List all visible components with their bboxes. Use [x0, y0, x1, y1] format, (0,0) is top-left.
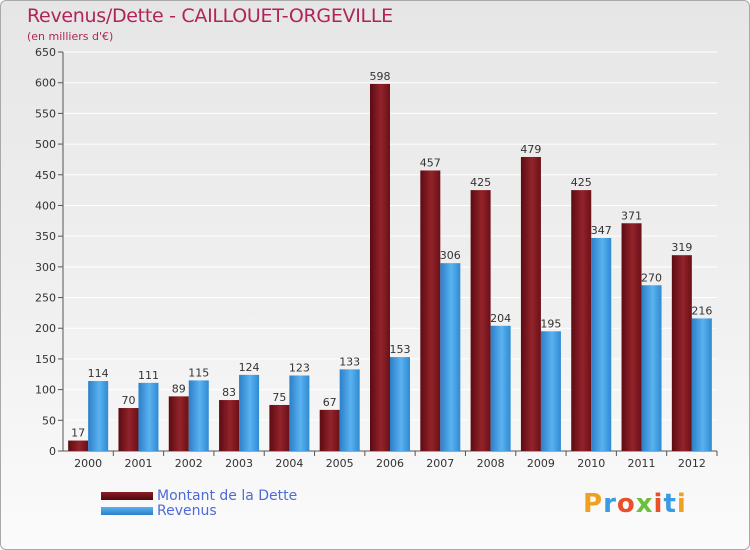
data-label-debt: 89: [172, 382, 186, 395]
data-label-debt: 75: [272, 391, 286, 404]
y-tick-label: 650: [35, 46, 56, 59]
x-tick-label: 2009: [527, 457, 555, 470]
y-tick-label: 50: [42, 414, 56, 427]
data-label-revenus: 111: [138, 369, 159, 382]
bar-revenus-2009: [540, 331, 561, 451]
data-label-debt: 425: [571, 176, 592, 189]
data-label-debt: 425: [470, 176, 491, 189]
data-label-revenus: 204: [490, 312, 511, 325]
x-tick-label: 2003: [225, 457, 253, 470]
y-tick-label: 600: [35, 77, 56, 90]
logo-letter: i: [676, 489, 687, 519]
y-tick-label: 300: [35, 261, 56, 274]
data-label-revenus: 114: [88, 367, 109, 380]
data-label-debt: 70: [121, 394, 135, 407]
bar-debt-2008: [470, 190, 491, 451]
bar-debt-2006: [370, 83, 390, 452]
bar-debt-2007: [420, 170, 441, 452]
y-tick-label: 0: [49, 445, 56, 458]
bar-debt-2000: [68, 440, 89, 451]
x-tick-label: 2012: [678, 457, 706, 470]
data-label-revenus: 270: [641, 271, 662, 284]
bar-revenus-2004: [289, 375, 310, 451]
x-tick-label: 2011: [628, 457, 656, 470]
bar-debt-2004: [269, 404, 290, 451]
bar-revenus-2002: [188, 380, 209, 451]
bar-revenus-2010: [591, 237, 612, 451]
x-tick-label: 2006: [376, 457, 404, 470]
data-label-debt: 83: [222, 386, 236, 399]
data-label-debt: 479: [520, 143, 541, 156]
logo-letter: x: [635, 489, 654, 519]
data-label-revenus: 124: [239, 361, 260, 374]
legend-swatch-revenus: [101, 507, 153, 515]
bar-debt-2010: [571, 190, 592, 451]
x-tick-label: 2008: [477, 457, 505, 470]
data-label-debt: 457: [420, 156, 441, 169]
bar-debt-2005: [319, 409, 340, 451]
y-tick-label: 450: [35, 169, 56, 182]
bar-revenus-2006: [390, 357, 410, 451]
logo-letter: t: [663, 489, 677, 519]
bar-revenus-2000: [88, 381, 109, 451]
bar-debt-2011: [621, 223, 642, 451]
chart-subtitle: (en milliers d'€): [27, 30, 114, 43]
x-tick-label: 2010: [577, 457, 605, 470]
labels-layer: 0 50 100 150 200 250 300 350 400 450 500 550 600 650 2…: [35, 46, 712, 470]
data-label-revenus: 306: [440, 249, 461, 262]
legend-label-revenus: Revenus: [157, 503, 217, 519]
legend-item-debt: Montant de la Dette: [101, 488, 297, 504]
y-tick-label: 400: [35, 199, 56, 212]
chart-title: Revenus/Dette - CAILLOUET-ORGEVILLE: [27, 5, 393, 27]
logo-letter: o: [616, 489, 636, 519]
proxiti-logo: Proxiti: [583, 489, 687, 519]
bar-debt-2009: [520, 156, 541, 451]
x-tick-label: 2007: [426, 457, 454, 470]
data-label-debt: 17: [71, 427, 85, 440]
data-label-revenus: 216: [691, 304, 712, 317]
bar-revenus-2008: [490, 325, 511, 451]
x-tick-label: 2000: [74, 457, 102, 470]
logo-letter: P: [583, 489, 604, 519]
x-tick-label: 2002: [175, 457, 203, 470]
logo-letter: r: [603, 489, 617, 519]
bar-revenus-2003: [239, 374, 260, 451]
data-label-revenus: 153: [390, 343, 411, 356]
data-label-debt: 371: [621, 209, 642, 222]
y-tick-label: 500: [35, 138, 56, 151]
y-tick-label: 100: [35, 384, 56, 397]
bars-layer: [68, 83, 712, 452]
y-tick-label: 150: [35, 353, 56, 366]
bar-revenus-2007: [440, 263, 461, 451]
bar-revenus-2001: [138, 382, 159, 451]
x-tick-label: 2005: [326, 457, 354, 470]
y-tick-label: 200: [35, 322, 56, 335]
bar-revenus-2011: [641, 285, 662, 451]
data-label-revenus: 347: [591, 224, 612, 237]
y-tick-label: 250: [35, 292, 56, 305]
x-tick-label: 2001: [124, 457, 152, 470]
logo-letter: i: [653, 489, 664, 519]
bar-debt-2001: [118, 408, 139, 451]
bar-debt-2002: [168, 396, 189, 451]
bar-revenus-2012: [691, 318, 712, 451]
data-label-revenus: 123: [289, 361, 310, 374]
data-label-debt: 319: [671, 241, 692, 254]
bar-revenus-2005: [339, 369, 360, 451]
bar-debt-2012: [671, 255, 692, 451]
y-tick-label: 350: [35, 230, 56, 243]
data-label-revenus: 115: [188, 366, 209, 379]
data-label-revenus: 133: [339, 355, 360, 368]
legend-label-debt: Montant de la Dette: [157, 488, 298, 504]
y-tick-label: 550: [35, 107, 56, 120]
legend-item-revenus: Revenus: [101, 503, 217, 519]
x-tick-label: 2004: [275, 457, 303, 470]
data-label-debt: 598: [370, 70, 391, 83]
legend-swatch-debt: [101, 492, 153, 500]
data-label-debt: 67: [323, 396, 337, 409]
bar-debt-2003: [219, 400, 240, 451]
data-label-revenus: 195: [540, 317, 561, 330]
